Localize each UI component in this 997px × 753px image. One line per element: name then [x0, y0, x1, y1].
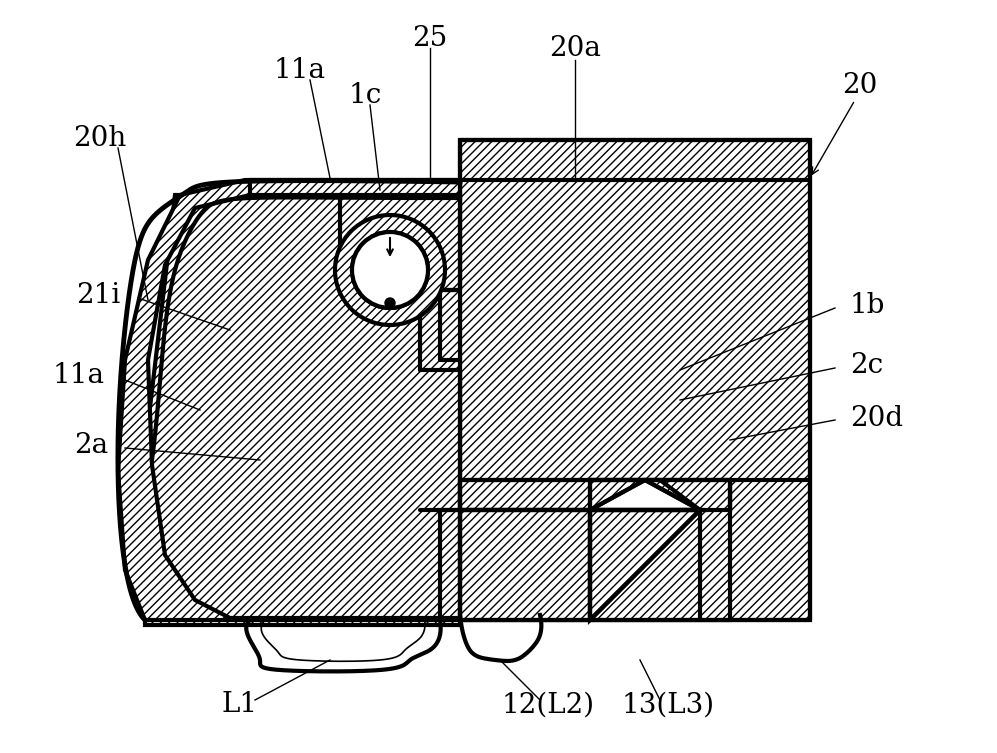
Text: 13(L3): 13(L3)	[621, 691, 715, 718]
Polygon shape	[145, 195, 460, 620]
Text: 20d: 20d	[850, 404, 903, 431]
Circle shape	[352, 232, 428, 308]
Polygon shape	[118, 180, 460, 625]
Text: L1: L1	[222, 691, 258, 718]
Text: 11a: 11a	[274, 56, 326, 84]
Circle shape	[335, 215, 445, 325]
Text: 21i: 21i	[76, 282, 120, 309]
Text: 1c: 1c	[348, 81, 382, 108]
Text: 2a: 2a	[74, 431, 108, 459]
Text: 20a: 20a	[549, 35, 601, 62]
Text: 25: 25	[413, 25, 448, 51]
Polygon shape	[460, 140, 810, 620]
Text: 11a: 11a	[53, 361, 105, 389]
Circle shape	[385, 298, 395, 308]
Text: 12(L2): 12(L2)	[501, 691, 594, 718]
Polygon shape	[440, 510, 590, 620]
Polygon shape	[590, 480, 700, 510]
Text: 20: 20	[842, 72, 877, 99]
Polygon shape	[590, 480, 730, 620]
Text: 2c: 2c	[850, 352, 883, 379]
Polygon shape	[590, 510, 700, 620]
Text: 20h: 20h	[74, 124, 127, 151]
Polygon shape	[460, 480, 730, 510]
Text: 1b: 1b	[850, 291, 885, 319]
